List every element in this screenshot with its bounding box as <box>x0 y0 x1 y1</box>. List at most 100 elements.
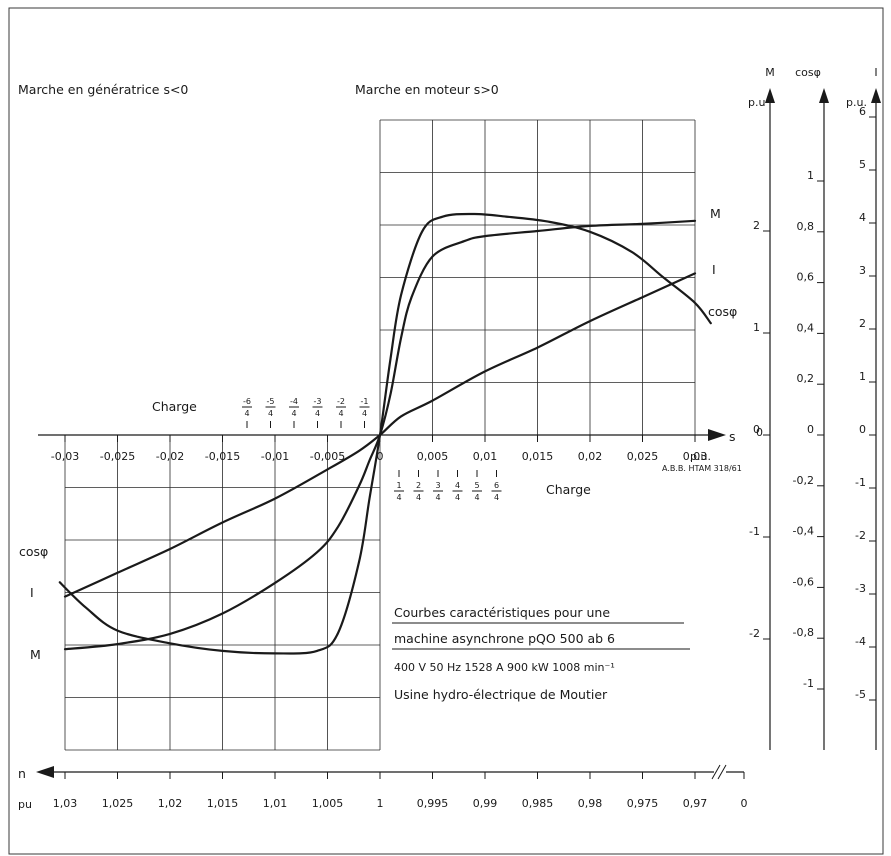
axis-M-tick-label: 1 <box>753 321 760 334</box>
s-tick-label: -0,02 <box>156 450 184 463</box>
charge-frac-den: 4 <box>396 493 401 502</box>
charge-scale-right: 1 4 2 4 3 4 4 4 5 4 6 4 <box>394 470 502 502</box>
curve-label-M-left: M <box>30 647 41 662</box>
axis-I-label: I <box>874 66 877 79</box>
curve-cosphi <box>58 212 712 655</box>
curve-label-M: M <box>710 206 721 221</box>
n-axis-break <box>711 764 721 780</box>
s-tick-label: 0,01 <box>473 450 498 463</box>
n-tick-label: 1,03 <box>53 797 78 810</box>
axis-cosphi-tick-label: 0,6 <box>797 271 815 284</box>
axis-I-tick-label: -1 <box>855 476 866 489</box>
charge-frac-den: 4 <box>455 493 460 502</box>
info-line-4: Usine hydro-électrique de Moutier <box>394 687 608 702</box>
curve-I <box>63 272 697 598</box>
charge-label-right: Charge <box>546 482 591 497</box>
s-axis: -0,03 -0,025 -0,02 -0,015 -0,01 -0,005 0 0,005 0… <box>38 429 726 463</box>
axis-I-tick-label: -2 <box>855 529 866 542</box>
axis-cosphi-tick-label: -1 <box>803 677 814 690</box>
charge-frac-num: -2 <box>337 397 345 406</box>
charge-frac-den: 4 <box>362 409 367 418</box>
axis-I-tick-label: 2 <box>859 317 866 330</box>
n-axis: 1,03 1,025 1,02 1,015 1,01 1,005 1 0,995 0,99 0,9… <box>36 764 748 810</box>
axis-M-unit: p.u <box>748 96 765 109</box>
n-tick-label: 1,01 <box>263 797 288 810</box>
axis-cosphi-tick-label: 0,8 <box>797 220 815 233</box>
axis-cosphi-tick-label: 1 <box>807 169 814 182</box>
curve-label-I: I <box>712 262 716 277</box>
axis-I-tick-label: -4 <box>855 635 866 648</box>
info-box: Courbes caractéristiques pour une machin… <box>392 605 690 702</box>
s-tick-label: 0,015 <box>522 450 554 463</box>
charge-frac-num: -5 <box>267 397 275 406</box>
value-axes: Mp.u 2 1 0 -1 -2 cosφ 1 0,8 0,6 0,4 0,2 0 -0,2 -0,4 -0,… <box>748 66 881 750</box>
s-tick-label: -0,03 <box>51 450 79 463</box>
origin-zero: 0 <box>756 426 763 439</box>
s-tick-label: -0,005 <box>310 450 345 463</box>
info-line-2: machine asynchrone pQO 500 ab 6 <box>394 631 615 646</box>
charge-frac-num: -4 <box>290 397 298 406</box>
charge-frac-den: 4 <box>494 493 499 502</box>
axis-cosphi-tick-label: 0,4 <box>797 321 815 334</box>
charge-frac-den: 4 <box>435 493 440 502</box>
s-tick-label: 0,03 <box>683 450 708 463</box>
curve-label-cosphi: cosφ <box>708 304 737 319</box>
charge-frac-num: 5 <box>474 481 479 490</box>
charge-frac-num: 3 <box>435 481 440 490</box>
drawing-reference: A.B.B. HTAM 318/61 <box>662 464 742 473</box>
charge-frac-den: 4 <box>291 409 296 418</box>
axis-cosphi-tick-label: 0,2 <box>797 372 815 385</box>
n-axis-arrow <box>36 766 54 778</box>
axis-I-tick-label: 6 <box>859 105 866 118</box>
curve-M <box>63 219 697 651</box>
charge-label-left: Charge <box>152 399 197 414</box>
page-border <box>8 7 884 855</box>
axis-I-tick-label: 4 <box>859 211 866 224</box>
n-tick-label: 1,015 <box>207 797 239 810</box>
s-tick-label: 0,02 <box>578 450 603 463</box>
charge-frac-den: 4 <box>244 409 249 418</box>
axis-cosphi-tick-label: 0 <box>807 423 814 436</box>
s-tick-label: -0,025 <box>100 450 135 463</box>
s-tick-label: -0,015 <box>205 450 240 463</box>
n-tick-label: 0,985 <box>522 797 554 810</box>
axis-M-tick-label: -2 <box>749 627 760 640</box>
n-tick-label: 1,005 <box>312 797 344 810</box>
s-tick-label: 0,005 <box>417 450 449 463</box>
axis-I-tick-label: 3 <box>859 264 866 277</box>
motor-mode-title: Marche en moteur s>0 <box>355 82 499 97</box>
info-line-1: Courbes caractéristiques pour une <box>394 605 610 620</box>
charge-frac-den: 4 <box>474 493 479 502</box>
axis-M-tick-label: 2 <box>753 219 760 232</box>
charge-frac-den: 4 <box>315 409 320 418</box>
curve-label-I-left: I <box>30 585 34 600</box>
charge-frac-num: 4 <box>455 481 460 490</box>
charge-frac-num: -6 <box>243 397 251 406</box>
n-axis-unit: pu <box>18 798 32 811</box>
s-tick-label: 0,025 <box>627 450 659 463</box>
axis-cosphi-arrow <box>819 88 829 103</box>
axis-cosphi-label: cosφ <box>795 66 821 79</box>
s-tick-label: -0,01 <box>261 450 289 463</box>
charge-scale-left: -6 4 -5 4 -4 4 -3 4 -2 4 -1 4 <box>242 397 370 428</box>
info-line-3: 400 V 50 Hz 1528 A 900 kW 1008 min⁻¹ <box>394 661 615 674</box>
n-tick-label: 0 <box>741 797 748 810</box>
axis-M-tick-label: -1 <box>749 525 760 538</box>
s-axis-label: s <box>729 429 736 444</box>
n-tick-label: 0,97 <box>683 797 708 810</box>
axis-I-tick-label: -3 <box>855 582 866 595</box>
generator-mode-title: Marche en génératrice s<0 <box>18 82 188 97</box>
axis-I-tick-label: 1 <box>859 370 866 383</box>
n-tick-label: 1 <box>377 797 384 810</box>
s-tick-label: 0 <box>377 450 384 463</box>
charge-frac-den: 4 <box>416 493 421 502</box>
axis-I-tick-label: 0 <box>859 423 866 436</box>
axis-I-tick-label: 5 <box>859 158 866 171</box>
n-tick-label: 1,02 <box>158 797 183 810</box>
axis-cosphi-tick-label: -0,8 <box>793 626 814 639</box>
n-axis-label: n <box>18 766 26 781</box>
axis-cosphi-tick-label: -0,2 <box>793 474 814 487</box>
axis-cosphi-tick-label: -0,4 <box>793 525 814 538</box>
charge-frac-den: 4 <box>338 409 343 418</box>
